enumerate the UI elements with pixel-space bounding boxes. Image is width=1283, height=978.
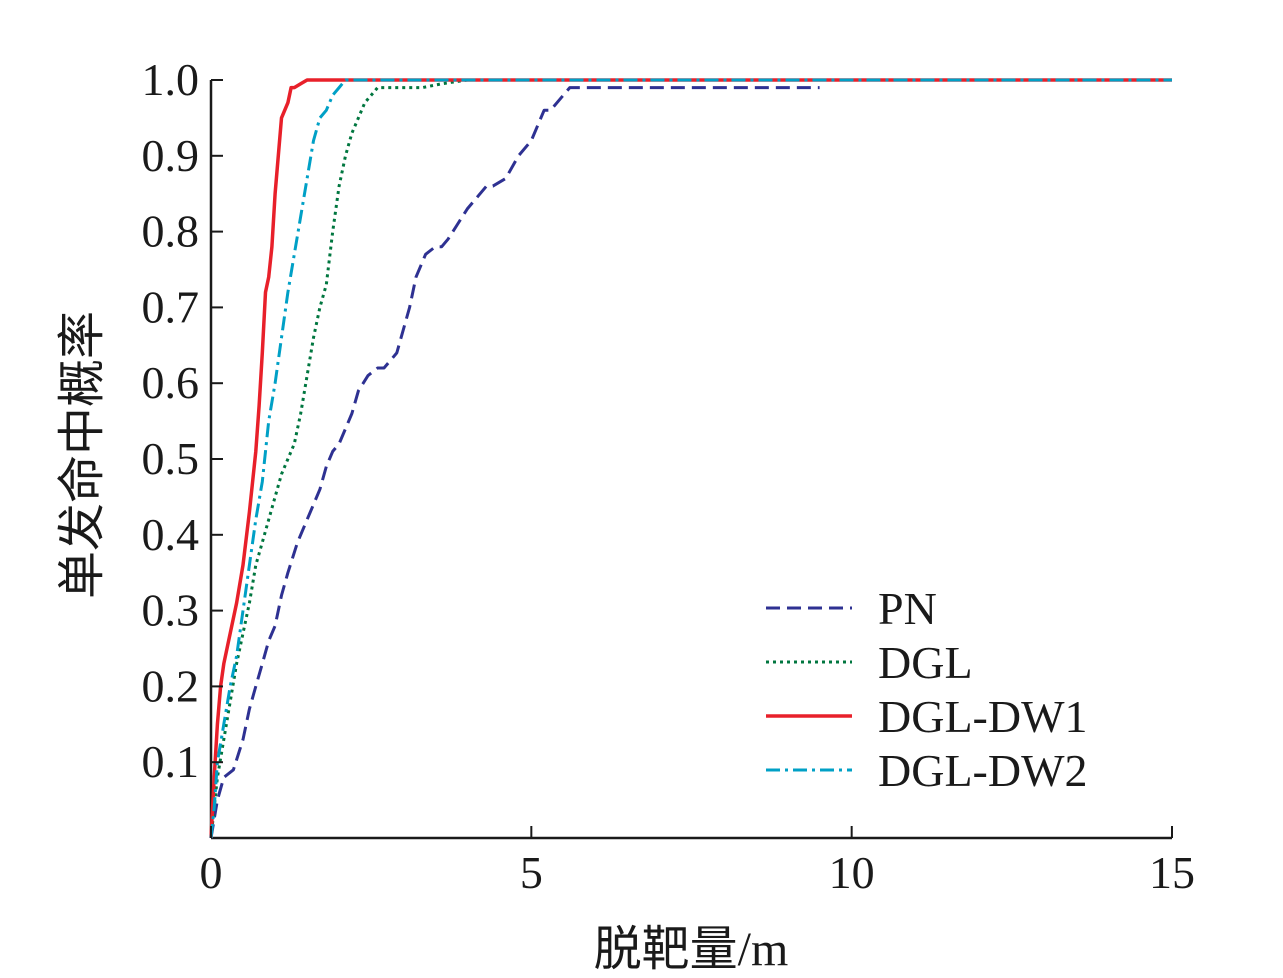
series-line-dgl — [209, 78, 1172, 839]
y-tick-label: 0.8 — [142, 206, 200, 257]
x-tick-label: 5 — [520, 847, 543, 898]
y-tick-label: 0.7 — [142, 281, 200, 332]
legend-label: DGL-DW1 — [878, 691, 1088, 742]
series-layer — [209, 78, 1172, 839]
x-axis-label: 脱靶量/m — [594, 923, 789, 976]
y-tick-label: 0.1 — [142, 736, 200, 787]
x-tick-label: 10 — [829, 847, 875, 898]
series-line-pn — [209, 86, 820, 839]
y-tick-label: 0.4 — [142, 509, 200, 560]
y-axis-label: 单发命中概率 — [56, 311, 109, 599]
y-tick-label: 0.3 — [142, 585, 200, 636]
ticks: 0 5 10 15 0.1 0.2 0.3 0.4 0.5 0.6 0.7 0.8 0.9 1.0 — [142, 54, 1196, 898]
y-tick-label: 0.9 — [142, 130, 200, 181]
y-tick-label: 1.0 — [142, 54, 200, 105]
series-line-dgl-dw1 — [209, 78, 1172, 839]
x-tick-label: 0 — [200, 847, 223, 898]
legend-label: DGL-DW2 — [878, 745, 1088, 796]
y-tick-label: 0.5 — [142, 433, 200, 484]
legend-label: DGL — [878, 637, 973, 688]
series-line-dgl-dw2 — [209, 78, 1172, 839]
y-tick-label: 0.6 — [142, 357, 200, 408]
legend-label: PN — [878, 583, 937, 634]
y-tick-label: 0.2 — [142, 660, 200, 711]
x-tick-label: 15 — [1149, 847, 1195, 898]
